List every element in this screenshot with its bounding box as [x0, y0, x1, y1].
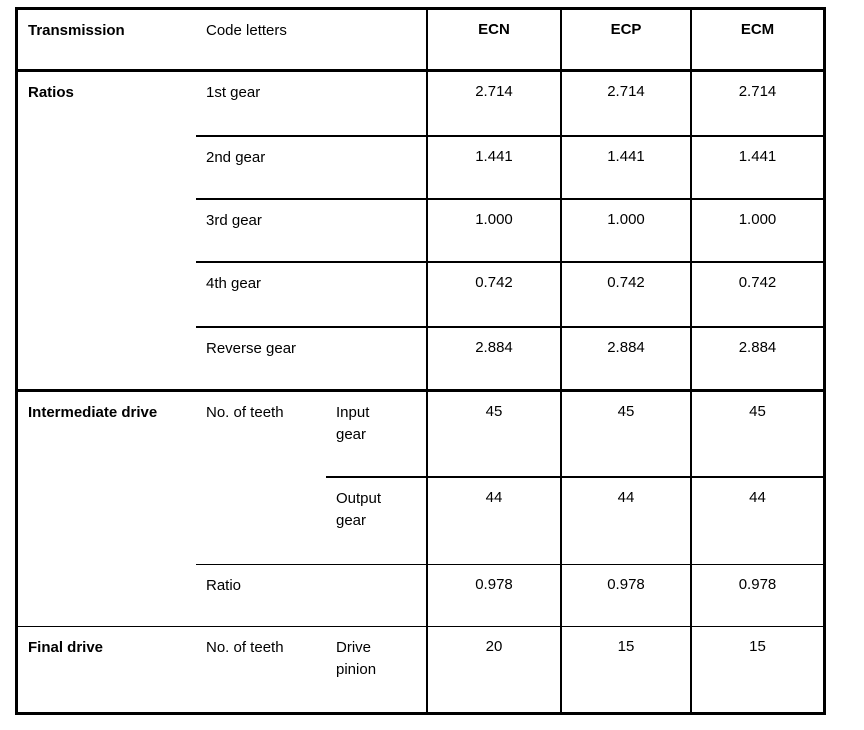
row-label-ratio: Ratio [196, 565, 426, 627]
transmission-spec-table: Transmission Code letters ECN ECP ECM Ra… [15, 7, 826, 715]
value-cell: 2.884 [426, 328, 560, 392]
value-cell: 1.000 [426, 200, 560, 263]
header-transmission: Transmission [18, 10, 196, 72]
value-cell: 15 [690, 627, 823, 712]
sub-label-output-gear: Output gear [326, 478, 426, 565]
value-cell: 2.714 [560, 72, 690, 137]
value-cell: 45 [690, 392, 823, 478]
value-cell: 2.714 [426, 72, 560, 137]
row-label-reverse-gear: Reverse gear [196, 328, 426, 392]
header-code-letters: Code letters [196, 10, 426, 72]
column-header-ecn: ECN [426, 10, 560, 72]
row-label-2nd-gear: 2nd gear [196, 137, 426, 200]
row-label-3rd-gear: 3rd gear [196, 200, 426, 263]
value-cell: 0.742 [426, 263, 560, 328]
value-cell: 0.978 [426, 565, 560, 627]
value-cell: 44 [426, 478, 560, 565]
value-cell: 1.441 [426, 137, 560, 200]
value-cell: 1.441 [560, 137, 690, 200]
value-cell: 1.000 [690, 200, 823, 263]
value-cell: 2.714 [690, 72, 823, 137]
value-cell: 15 [560, 627, 690, 712]
sub-label-drive-pinion: Drive pinion [336, 639, 377, 678]
value-cell: 2.884 [690, 328, 823, 392]
value-cell: 45 [560, 392, 690, 478]
row-label-4th-gear: 4th gear [196, 263, 426, 328]
value-cell: 44 [690, 478, 823, 565]
section-label-final-drive: Final drive [28, 639, 104, 656]
value-cell: 0.742 [560, 263, 690, 328]
value-cell: 1.441 [690, 137, 823, 200]
value-cell: 0.742 [690, 263, 823, 328]
value-cell: 20 [426, 627, 560, 712]
value-cell: 44 [560, 478, 690, 565]
value-cell: 0.978 [690, 565, 823, 627]
value-cell: 45 [426, 392, 560, 478]
value-cell: 0.978 [560, 565, 690, 627]
sub-label-input-gear: Input gear [326, 392, 426, 478]
row-label-no-of-teeth: No. of teeth [196, 392, 326, 565]
value-cell: 1.000 [560, 200, 690, 263]
column-header-ecp: ECP [560, 10, 690, 72]
row-label-no-of-teeth: No. of teeth [206, 639, 284, 656]
value-cell: 2.884 [560, 328, 690, 392]
section-label-intermediate-drive: Intermediate drive [18, 392, 196, 627]
column-header-ecm: ECM [690, 10, 823, 72]
row-label-1st-gear: 1st gear [196, 72, 426, 137]
section-label-ratios: Ratios [18, 72, 196, 392]
